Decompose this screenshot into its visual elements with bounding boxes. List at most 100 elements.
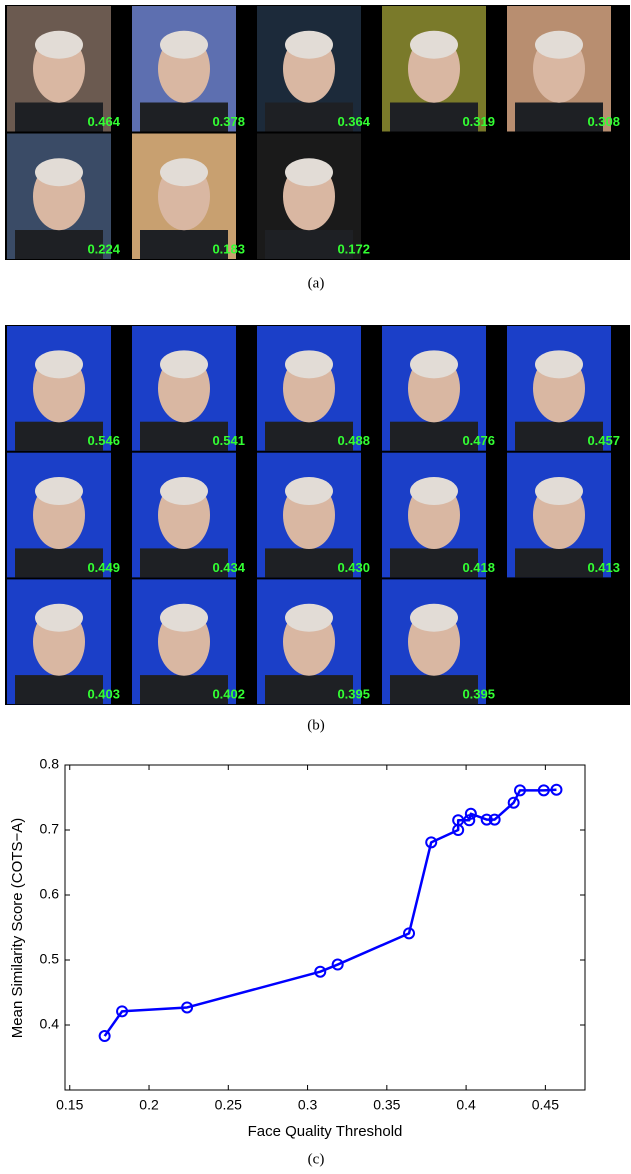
x-tick-label: 0.35 (373, 1097, 400, 1113)
photo-suit (390, 548, 478, 578)
caption: (b) (307, 717, 325, 733)
face-quality-score: 0.364 (337, 114, 370, 129)
face-quality-score: 0.395 (462, 687, 495, 702)
face-quality-score: 0.430 (337, 560, 370, 575)
y-tick-label: 0.7 (40, 821, 60, 837)
data-point (507, 796, 520, 809)
data-point (98, 1030, 111, 1043)
face-quality-score: 0.183 (212, 241, 245, 256)
photo-suit (390, 421, 478, 451)
photo-suit (515, 421, 603, 451)
face-quality-score: 0.476 (462, 433, 495, 448)
x-axis-label: Face Quality Threshold (248, 1123, 403, 1140)
face-quality-score: 0.308 (587, 114, 620, 129)
photo-hair (535, 30, 583, 59)
x-tick-label: 0.15 (56, 1097, 83, 1113)
data-point (550, 783, 563, 796)
data-point (452, 814, 465, 827)
face-quality-score: 0.402 (212, 687, 245, 702)
photo-hair (35, 603, 83, 632)
data-point (480, 813, 493, 826)
data-point (403, 927, 416, 940)
face-quality-score: 0.434 (212, 560, 245, 575)
photo-hair (160, 603, 208, 632)
y-tick-label: 0.8 (40, 756, 60, 772)
face-quality-score: 0.464 (87, 114, 120, 129)
photo-suit (140, 102, 228, 132)
face-quality-score: 0.395 (337, 687, 370, 702)
x-tick-label: 0.3 (298, 1097, 318, 1113)
photo-suit (15, 675, 103, 705)
face-quality-score: 0.319 (462, 114, 495, 129)
photo-hair (285, 30, 333, 59)
photo-suit (15, 230, 103, 259)
face-quality-score: 0.224 (87, 241, 120, 256)
photo-suit (15, 421, 103, 451)
photo-suit (515, 548, 603, 578)
photo-hair (285, 158, 333, 187)
face-quality-score: 0.541 (212, 433, 245, 448)
photo-hair (160, 477, 208, 506)
data-point (514, 784, 526, 797)
photo-hair (285, 350, 333, 379)
photo-suit (265, 421, 353, 451)
photo-hair (160, 350, 208, 379)
data-point (116, 1005, 129, 1018)
data-point (425, 836, 438, 849)
face-quality-score: 0.403 (87, 687, 120, 702)
data-point (463, 814, 476, 827)
photo-suit (140, 548, 228, 578)
data-line (103, 788, 557, 1037)
data-point (181, 1001, 194, 1014)
photo-suit (140, 230, 228, 259)
photo-hair (35, 477, 83, 506)
photo-hair (535, 477, 583, 506)
photo-suit (15, 102, 103, 132)
data-point (314, 965, 327, 978)
photo-suit (265, 675, 353, 705)
photo-suit (265, 548, 353, 578)
photo-hair (35, 158, 83, 187)
photo-suit (390, 675, 478, 705)
photo-hair (535, 350, 583, 379)
data-point (464, 807, 477, 820)
data-point (537, 784, 550, 797)
face-quality-score: 0.378 (212, 114, 245, 129)
y-tick-label: 0.4 (40, 1016, 60, 1032)
data-point (331, 958, 344, 971)
face-quality-score: 0.413 (587, 560, 620, 575)
photo-suit (515, 102, 603, 132)
photo-suit (140, 675, 228, 705)
face-quality-score: 0.172 (337, 241, 370, 256)
photo-suit (15, 548, 103, 578)
caption: (c) (308, 1151, 325, 1167)
photo-suit (140, 421, 228, 451)
photo-suit (265, 102, 353, 132)
photo-hair (35, 30, 83, 59)
photo-hair (160, 30, 208, 59)
x-tick-label: 0.4 (456, 1097, 476, 1113)
photo-hair (410, 30, 458, 59)
photo-hair (410, 350, 458, 379)
y-tick-label: 0.6 (40, 886, 60, 902)
photo-hair (285, 477, 333, 506)
x-tick-label: 0.2 (139, 1097, 159, 1113)
plot-frame (64, 764, 586, 1091)
data-point (488, 813, 501, 826)
photo-hair (35, 350, 83, 379)
photo-hair (160, 158, 208, 187)
photo-suit (265, 230, 353, 259)
y-tick-label: 0.5 (40, 951, 60, 967)
y-axis-label: Mean Similarity Score (COTS−A) (9, 818, 26, 1038)
photo-hair (410, 603, 458, 632)
photo-hair (285, 603, 333, 632)
face-quality-score: 0.546 (87, 433, 120, 448)
face-quality-score: 0.418 (462, 560, 495, 575)
face-quality-score: 0.488 (337, 433, 370, 448)
face-quality-score: 0.449 (87, 560, 120, 575)
photo-suit (390, 102, 478, 132)
face-quality-score: 0.457 (587, 433, 620, 448)
x-tick-label: 0.45 (532, 1097, 559, 1113)
